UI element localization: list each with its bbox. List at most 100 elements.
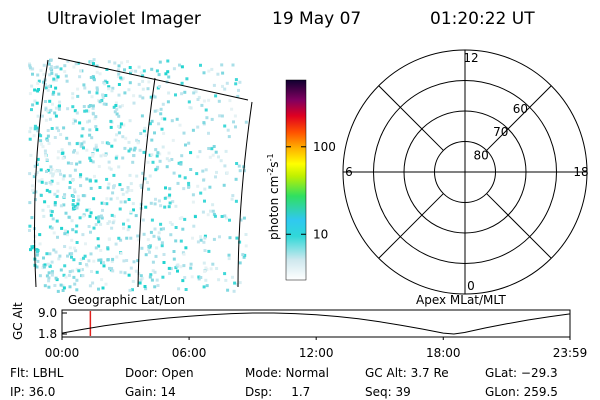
pixel [46,205,50,208]
pixel [110,89,114,93]
pixel [36,157,40,161]
pixel [31,72,34,76]
pixel [128,66,132,69]
pixel [31,67,35,71]
pixel [220,114,224,118]
pixel [105,197,109,201]
pixel [126,188,130,192]
pixel [101,96,105,99]
pixel [155,278,159,282]
pixel [225,216,228,220]
pixel [90,136,94,140]
pixel [181,279,185,283]
pixel [28,229,31,232]
pixel [105,80,109,84]
pixel [211,203,215,207]
pixel [113,61,117,65]
pixel [197,275,201,279]
pixel [66,161,70,165]
pixel [191,128,195,132]
pixel [104,282,108,286]
pixel [72,275,76,279]
pixel [125,190,129,194]
pixel [45,158,49,162]
pixel [110,213,114,217]
pixel [62,273,66,277]
pixel [99,222,103,226]
pixel [148,174,152,178]
pixel [54,169,58,173]
pixel [205,116,209,120]
pixel [235,162,239,165]
pixel [28,172,32,176]
pixel [50,260,54,264]
pixel [35,126,39,130]
pixel [63,70,67,74]
pixel [107,60,111,64]
mlt-label: 18 [573,165,588,179]
pixel [144,287,148,291]
pixel [44,181,48,185]
status-field: IP: 36.0 [10,385,55,399]
pixel [97,287,100,291]
pixel [98,100,102,104]
pixel [176,269,179,273]
pixel [116,68,120,72]
pixel [87,119,91,123]
pixel [89,186,93,190]
pixel [182,252,186,256]
pixel [200,103,204,107]
pixel [31,188,35,192]
pixel [57,107,61,111]
pixel [111,257,115,261]
pixel [227,135,231,139]
pixel [54,86,58,90]
pixel [95,216,98,220]
pixel [125,259,129,262]
pixel [117,93,121,97]
pixel [191,236,194,240]
pixel [30,184,34,188]
pixel [219,159,223,163]
pixel [223,164,227,168]
pixel [39,68,43,72]
pixel [100,99,104,102]
pixel [107,182,111,186]
pixel [214,175,217,179]
pixel [108,237,111,241]
pixel [207,249,211,253]
pixel [29,126,33,130]
pixel [228,236,232,240]
pixel [71,269,75,273]
pixel [35,163,39,166]
pixel [42,72,46,76]
pixel [223,214,227,218]
pixel [48,73,52,77]
status-field: GLat: −29.3 [485,366,558,380]
pixel [150,67,154,71]
pixel [61,156,65,160]
pixel [138,94,142,98]
pixel [38,242,42,246]
pixel [53,111,57,115]
pixel [136,141,140,145]
pixel [235,282,239,286]
pixel [231,194,235,198]
pixel [48,181,52,184]
pixel [85,177,89,181]
pixel [71,121,75,125]
pixel [92,259,96,263]
pixel [78,160,82,164]
pixel [225,81,229,85]
pixel [33,164,37,168]
pixel [54,276,58,280]
pixel [92,197,96,201]
pixel [28,130,32,134]
pixel [182,187,186,191]
pixel [166,100,170,104]
pixel [221,84,224,88]
pixel [198,150,202,154]
pixel [175,117,179,121]
pixel [107,142,111,146]
pixel [144,205,148,209]
